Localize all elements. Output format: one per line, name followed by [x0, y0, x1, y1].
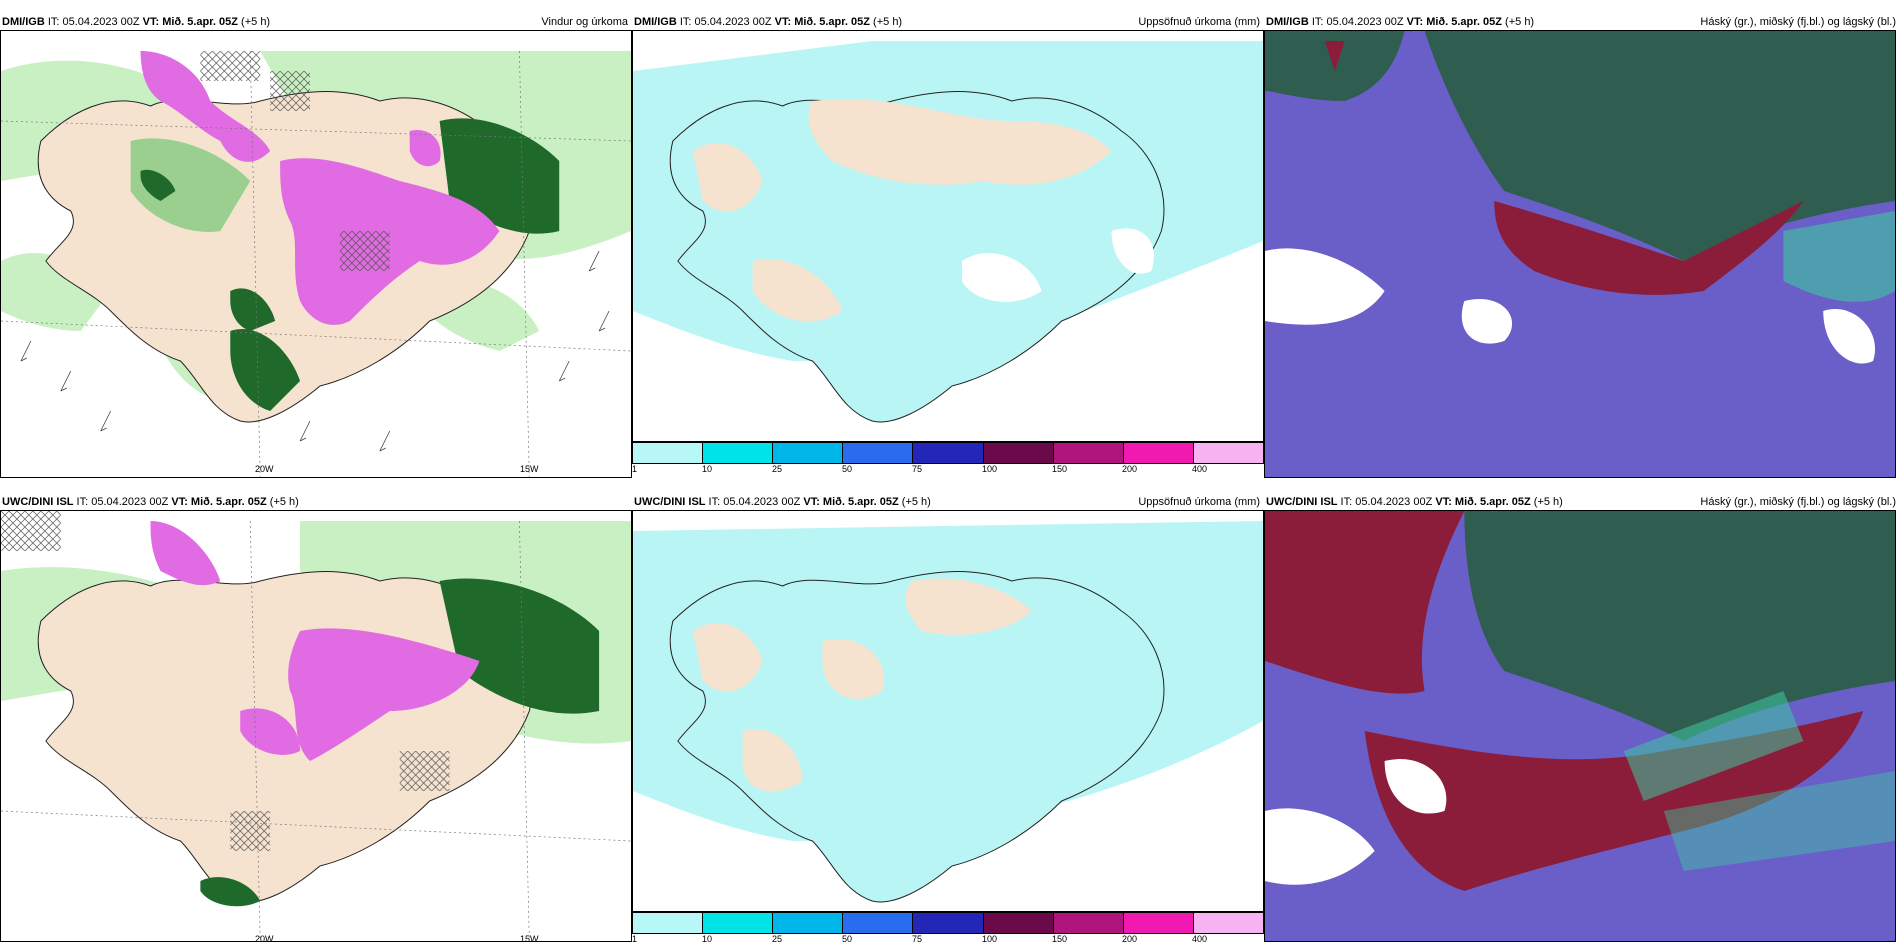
panel-uwc-precip: UWC/DINI ISL IT: 05.04.2023 00Z VT: Mið.… — [632, 494, 1264, 944]
panel-title: DMI/IGB IT: 05.04.2023 00Z VT: Mið. 5.ap… — [0, 14, 632, 30]
lead-time: (+5 h) — [870, 16, 903, 28]
model-label: UWC/DINI ISL — [1266, 496, 1338, 508]
field-title: Uppsöfnuð úrkoma (mm) — [1138, 496, 1260, 508]
panel-dmi-precip: DMI/IGB IT: 05.04.2023 00Z VT: Mið. 5.ap… — [632, 14, 1264, 474]
lon-label: 15W — [520, 934, 539, 944]
colorbar-segment — [843, 913, 914, 933]
model-label: DMI/IGB — [634, 16, 677, 28]
panel-uwc-wind: UWC/DINI ISL IT: 05.04.2023 00Z VT: Mið.… — [0, 494, 632, 944]
colorbar-label: 150 — [1052, 464, 1068, 474]
colorbar-label: 50 — [842, 464, 853, 474]
valid-time: VT: Mið. 5.apr. 05Z — [171, 496, 267, 508]
panel-title: UWC/DINI ISL IT: 05.04.2023 00Z VT: Mið.… — [1264, 494, 1900, 510]
colorbar-segment — [1053, 913, 1124, 933]
panel-title: DMI/IGB IT: 05.04.2023 00Z VT: Mið. 5.ap… — [1264, 14, 1900, 30]
cloud-map[interactable] — [1264, 30, 1896, 478]
field-title: Vindur og úrkoma — [541, 16, 628, 28]
model-label: DMI/IGB — [2, 16, 45, 28]
precip-map[interactable] — [632, 30, 1264, 442]
colorbar-label: 200 — [1122, 464, 1138, 474]
lon-label: 20W — [255, 934, 274, 944]
valid-time: VT: Mið. 5.apr. 05Z — [1406, 16, 1502, 28]
colorbar-label: 75 — [912, 464, 923, 474]
init-time: IT: 05.04.2023 00Z — [676, 16, 775, 28]
wind-precip-map[interactable] — [0, 510, 632, 942]
colorbar-labels: 1 10 25 50 75 100 150 200 400 — [632, 934, 1264, 946]
colorbar-label: 400 — [1192, 464, 1208, 474]
map-canvas — [1, 31, 631, 477]
valid-time: VT: Mið. 5.apr. 05Z — [803, 496, 899, 508]
field-title: Uppsöfnuð úrkoma (mm) — [1138, 16, 1260, 28]
field-title: Háský (gr.), miðský (fj.bl.) og lágský (… — [1700, 496, 1896, 508]
colorbar-segment — [1123, 913, 1194, 933]
panel-dmi-wind: DMI/IGB IT: 05.04.2023 00Z VT: Mið. 5.ap… — [0, 14, 632, 478]
colorbar-segment — [1193, 913, 1263, 933]
colorbar-segment — [1053, 443, 1124, 463]
colorbar-label: 10 — [702, 934, 713, 944]
colorbar-label: 25 — [772, 934, 783, 944]
colorbar-label: 75 — [912, 934, 923, 944]
valid-time: VT: Mið. 5.apr. 05Z — [774, 16, 870, 28]
field-title: Háský (gr.), miðský (fj.bl.) og lágský (… — [1700, 16, 1896, 28]
colorbar-label: 100 — [982, 464, 998, 474]
colorbar-segment — [703, 913, 774, 933]
lead-time: (+5 h) — [1502, 16, 1535, 28]
colorbar-segment — [913, 913, 984, 933]
precip-colorbar — [632, 912, 1264, 934]
lead-time: (+5 h) — [898, 496, 931, 508]
colorbar-label: 400 — [1192, 934, 1208, 944]
panel-title: DMI/IGB IT: 05.04.2023 00Z VT: Mið. 5.ap… — [632, 14, 1264, 30]
panel-title: UWC/DINI ISL IT: 05.04.2023 00Z VT: Mið.… — [632, 494, 1264, 510]
panel-title: UWC/DINI ISL IT: 05.04.2023 00Z VT: Mið.… — [0, 494, 632, 510]
colorbar-segment — [633, 443, 704, 463]
panel-dmi-clouds: DMI/IGB IT: 05.04.2023 00Z VT: Mið. 5.ap… — [1264, 14, 1900, 478]
colorbar-label: 100 — [982, 934, 998, 944]
init-time: IT: 05.04.2023 00Z — [1308, 16, 1407, 28]
colorbar-labels: 1 10 25 50 75 100 150 200 400 — [632, 464, 1264, 476]
init-time: IT: 05.04.2023 00Z — [1337, 496, 1436, 508]
init-time: IT: 05.04.2023 00Z — [705, 496, 804, 508]
model-label: UWC/DINI ISL — [634, 496, 706, 508]
lon-label: 20W — [255, 464, 274, 474]
colorbar-label: 200 — [1122, 934, 1138, 944]
colorbar-segment — [983, 443, 1054, 463]
lead-time: (+5 h) — [266, 496, 299, 508]
colorbar-label: 1 — [632, 464, 638, 474]
colorbar-segment — [703, 443, 774, 463]
colorbar-segment — [1193, 443, 1263, 463]
lon-label: 15W — [520, 464, 539, 474]
model-label: UWC/DINI ISL — [2, 496, 74, 508]
init-time: IT: 05.04.2023 00Z — [44, 16, 143, 28]
init-time: IT: 05.04.2023 00Z — [73, 496, 172, 508]
valid-time: VT: Mið. 5.apr. 05Z — [1435, 496, 1531, 508]
colorbar-segment — [773, 913, 844, 933]
colorbar-segment — [913, 443, 984, 463]
colorbar-segment — [843, 443, 914, 463]
colorbar-label: 1 — [632, 934, 638, 944]
lead-time: (+5 h) — [1530, 496, 1563, 508]
model-label: DMI/IGB — [1266, 16, 1309, 28]
colorbar-label: 10 — [702, 464, 713, 474]
cloud-map[interactable] — [1264, 510, 1896, 942]
colorbar-label: 50 — [842, 934, 853, 944]
lead-time: (+5 h) — [238, 16, 271, 28]
wind-precip-map[interactable] — [0, 30, 632, 478]
valid-time: VT: Mið. 5.apr. 05Z — [142, 16, 238, 28]
colorbar-label: 150 — [1052, 934, 1068, 944]
colorbar-segment — [633, 913, 704, 933]
colorbar-segment — [773, 443, 844, 463]
panel-uwc-clouds: UWC/DINI ISL IT: 05.04.2023 00Z VT: Mið.… — [1264, 494, 1900, 944]
colorbar-segment — [1123, 443, 1194, 463]
precip-map[interactable] — [632, 510, 1264, 912]
colorbar-segment — [983, 913, 1054, 933]
precip-colorbar — [632, 442, 1264, 464]
colorbar-label: 25 — [772, 464, 783, 474]
